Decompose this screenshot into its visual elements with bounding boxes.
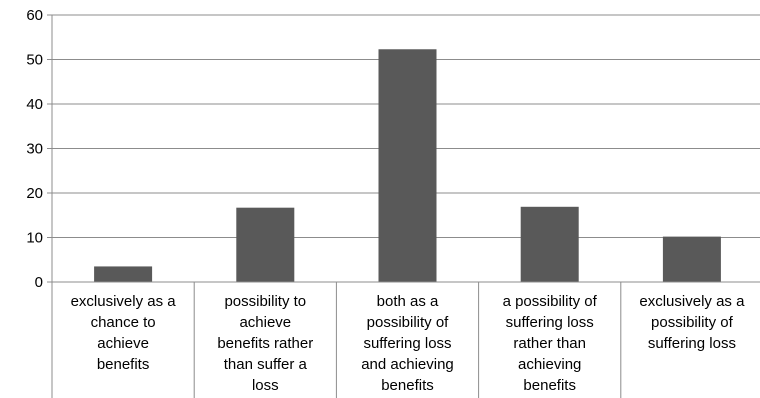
x-category-label-line: benefits: [381, 377, 434, 394]
x-category-label-line: than suffer a: [224, 356, 308, 373]
x-category-label-line: possibility of: [651, 314, 734, 331]
x-category-label-line: achieving: [518, 356, 581, 373]
x-category-label-line: possibility of: [367, 314, 450, 331]
x-category-label-line: both as a: [377, 293, 439, 310]
bar-3: [520, 206, 579, 282]
x-category-label-line: suffering loss: [506, 314, 594, 331]
x-category-label-1: possibility to achieve benefits rather than…: [217, 293, 313, 394]
x-category-label-line: achieve: [239, 314, 291, 331]
x-category-label-line: benefits rather: [217, 335, 313, 352]
x-category-label-line: chance to: [91, 314, 156, 331]
y-tick-label: 10: [26, 230, 43, 247]
x-category-label-line: exclusively as a: [71, 293, 177, 310]
bar-0: [94, 266, 153, 282]
x-category-label-line: and achieving: [361, 356, 454, 373]
x-category-label-line: loss: [252, 377, 279, 394]
y-tick-label: 30: [26, 141, 43, 158]
y-tick-labels: 0 10 20 30 40 50 60: [26, 7, 43, 291]
axes: [47, 14, 760, 398]
x-category-label-line: suffering loss: [363, 335, 451, 352]
x-category-label-line: rather than: [513, 335, 586, 352]
bar-2: [378, 49, 437, 282]
y-tick-label: 40: [26, 96, 43, 113]
y-tick-label: 0: [35, 274, 43, 291]
x-category-label-line: achieve: [97, 335, 149, 352]
bars: [94, 49, 721, 282]
x-category-label-line: benefits: [523, 377, 576, 394]
y-tick-label: 20: [26, 185, 43, 202]
x-category-label-line: suffering loss: [648, 335, 736, 352]
x-category-label-4: exclusively as a possibility of suffering …: [639, 293, 745, 352]
x-category-label-3: a possibility of suffering loss rather tha…: [503, 293, 598, 394]
x-category-label-line: possibility to: [224, 293, 306, 310]
bar-1: [236, 207, 295, 282]
y-tick-label: 50: [26, 52, 43, 69]
x-category-label-line: exclusively as a: [639, 293, 745, 310]
bar-4: [662, 236, 721, 282]
y-tick-label: 60: [26, 7, 43, 24]
x-category-label-line: a possibility of: [503, 293, 598, 310]
x-category-label-2: both as a possibility of suffering loss and…: [361, 293, 454, 394]
x-category-label-line: benefits: [97, 356, 150, 373]
x-category-label-0: exclusively as a chance to achieve benefits: [71, 293, 177, 373]
x-category-labels: exclusively as a chance to achieve benefits…: [71, 293, 746, 394]
